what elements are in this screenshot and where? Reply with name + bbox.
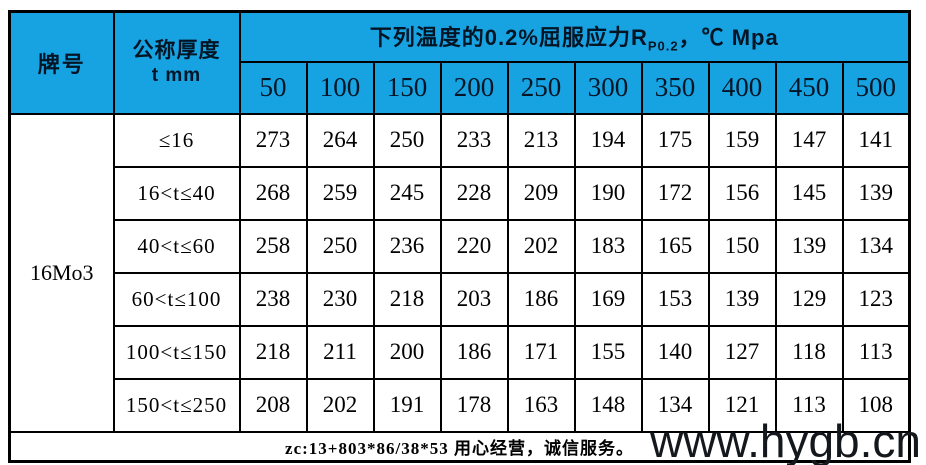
value-cell: 153 xyxy=(640,271,710,327)
thickness-cell: 60<t≤100 xyxy=(112,271,241,327)
value-cell: 139 xyxy=(774,218,844,274)
table-title-suffix: ，℃ Mpa xyxy=(678,25,779,51)
table-row: 16<t≤40 268 259 245 228 209 190 172 156 … xyxy=(10,165,911,221)
table-row: 40<t≤60 258 250 236 220 202 183 165 150 … xyxy=(10,218,911,274)
temp-header-500: 500 xyxy=(841,60,911,115)
thickness-header-line1: 公称厚度 xyxy=(132,38,221,62)
grade-column-header: 牌号 xyxy=(8,10,115,115)
value-cell: 245 xyxy=(372,165,442,221)
table-title-subscript: P0.2 xyxy=(647,38,679,54)
table-title-text: 下列温度的0.2%屈服应力R xyxy=(369,25,648,51)
value-cell: 175 xyxy=(640,112,710,168)
value-cell: 150 xyxy=(707,218,777,274)
value-cell: 186 xyxy=(506,271,576,327)
value-cell: 148 xyxy=(573,377,643,433)
thickness-header-line2: t mm xyxy=(151,65,202,86)
temp-header-350: 350 xyxy=(640,60,710,115)
value-cell: 191 xyxy=(372,377,442,433)
value-cell: 218 xyxy=(238,324,308,380)
temp-header-300: 300 xyxy=(573,60,643,115)
value-cell: 230 xyxy=(305,271,375,327)
temp-header-100: 100 xyxy=(305,60,375,115)
value-cell: 141 xyxy=(841,112,911,168)
value-cell: 121 xyxy=(707,377,777,433)
value-cell: 190 xyxy=(573,165,643,221)
value-cell: 236 xyxy=(372,218,442,274)
value-cell: 203 xyxy=(439,271,509,327)
header-row-title: 牌号 公称厚度 t mm 下列温度的0.2%屈服应力RP0.2，℃ Mpa xyxy=(8,10,911,115)
table-row: 16Mo3 ≤16 273 264 250 233 213 194 175 15… xyxy=(8,112,911,433)
value-cell: 129 xyxy=(774,271,844,327)
thickness-cell: 100<t≤150 xyxy=(112,324,241,380)
value-cell: 147 xyxy=(774,112,844,168)
value-cell: 145 xyxy=(774,165,844,221)
value-cell: 155 xyxy=(573,324,643,380)
footer-note: zc:13+803*86/38*53 用心经营，诚信服务。 xyxy=(8,430,911,463)
value-cell: 127 xyxy=(707,324,777,380)
value-cell: 163 xyxy=(506,377,576,433)
value-cell: 202 xyxy=(506,218,576,274)
value-cell: 118 xyxy=(774,324,844,380)
value-cell: 208 xyxy=(238,377,308,433)
value-cell: 259 xyxy=(305,165,375,221)
table-row: 60<t≤100 238 230 218 203 186 169 153 139… xyxy=(10,271,911,327)
value-cell: 113 xyxy=(774,377,844,433)
value-cell: 186 xyxy=(439,324,509,380)
value-cell: 171 xyxy=(506,324,576,380)
header-row-temperatures: 50 100 150 200 250 300 350 400 450 500 xyxy=(10,60,911,115)
value-cell: 268 xyxy=(238,165,308,221)
temp-header-400: 400 xyxy=(707,60,777,115)
value-cell: 258 xyxy=(238,218,308,274)
footer-row: zc:13+803*86/38*53 用心经营，诚信服务。 xyxy=(8,430,911,463)
thickness-cell: 16<t≤40 xyxy=(112,165,241,221)
table-title: 下列温度的0.2%屈服应力RP0.2，℃ Mpa xyxy=(238,10,911,63)
temp-header-50: 50 xyxy=(238,60,308,115)
value-cell: 178 xyxy=(439,377,509,433)
temp-header-150: 150 xyxy=(372,60,442,115)
value-cell: 218 xyxy=(372,271,442,327)
value-cell: 156 xyxy=(707,165,777,221)
value-cell: 228 xyxy=(439,165,509,221)
watermark-url: www.hygb.cn xyxy=(649,415,921,465)
value-cell: 172 xyxy=(640,165,710,221)
value-cell: 139 xyxy=(707,271,777,327)
table-row: 100<t≤150 218 211 200 186 171 155 140 12… xyxy=(10,324,911,380)
value-cell: 200 xyxy=(372,324,442,380)
value-cell: 213 xyxy=(506,112,576,168)
value-cell: 250 xyxy=(372,112,442,168)
value-cell: 139 xyxy=(841,165,911,221)
value-cell: 211 xyxy=(305,324,375,380)
grade-cell: 16Mo3 xyxy=(8,112,115,433)
value-cell: 113 xyxy=(841,324,911,380)
value-cell: 273 xyxy=(238,112,308,168)
value-cell: 140 xyxy=(640,324,710,380)
value-cell: 165 xyxy=(640,218,710,274)
value-cell: 108 xyxy=(841,377,911,433)
thickness-column-header: 公称厚度 t mm xyxy=(112,10,241,115)
value-cell: 169 xyxy=(573,271,643,327)
value-cell: 264 xyxy=(305,112,375,168)
value-cell: 238 xyxy=(238,271,308,327)
value-cell: 250 xyxy=(305,218,375,274)
value-cell: 134 xyxy=(841,218,911,274)
temp-header-450: 450 xyxy=(774,60,844,115)
value-cell: 202 xyxy=(305,377,375,433)
value-cell: 123 xyxy=(841,271,911,327)
table-row: 150<t≤250 208 202 191 178 163 148 134 12… xyxy=(10,377,911,433)
value-cell: 209 xyxy=(506,165,576,221)
value-cell: 194 xyxy=(573,112,643,168)
thickness-cell: 150<t≤250 xyxy=(112,377,241,433)
value-cell: 159 xyxy=(707,112,777,168)
temp-header-250: 250 xyxy=(506,60,576,115)
value-cell: 233 xyxy=(439,112,509,168)
thickness-cell: 40<t≤60 xyxy=(112,218,241,274)
value-cell: 134 xyxy=(640,377,710,433)
value-cell: 220 xyxy=(439,218,509,274)
temp-header-200: 200 xyxy=(439,60,509,115)
yield-stress-table: 牌号 公称厚度 t mm 下列温度的0.2%屈服应力RP0.2，℃ Mpa 50… xyxy=(8,10,912,463)
value-cell: 183 xyxy=(573,218,643,274)
thickness-cell: ≤16 xyxy=(112,112,241,168)
